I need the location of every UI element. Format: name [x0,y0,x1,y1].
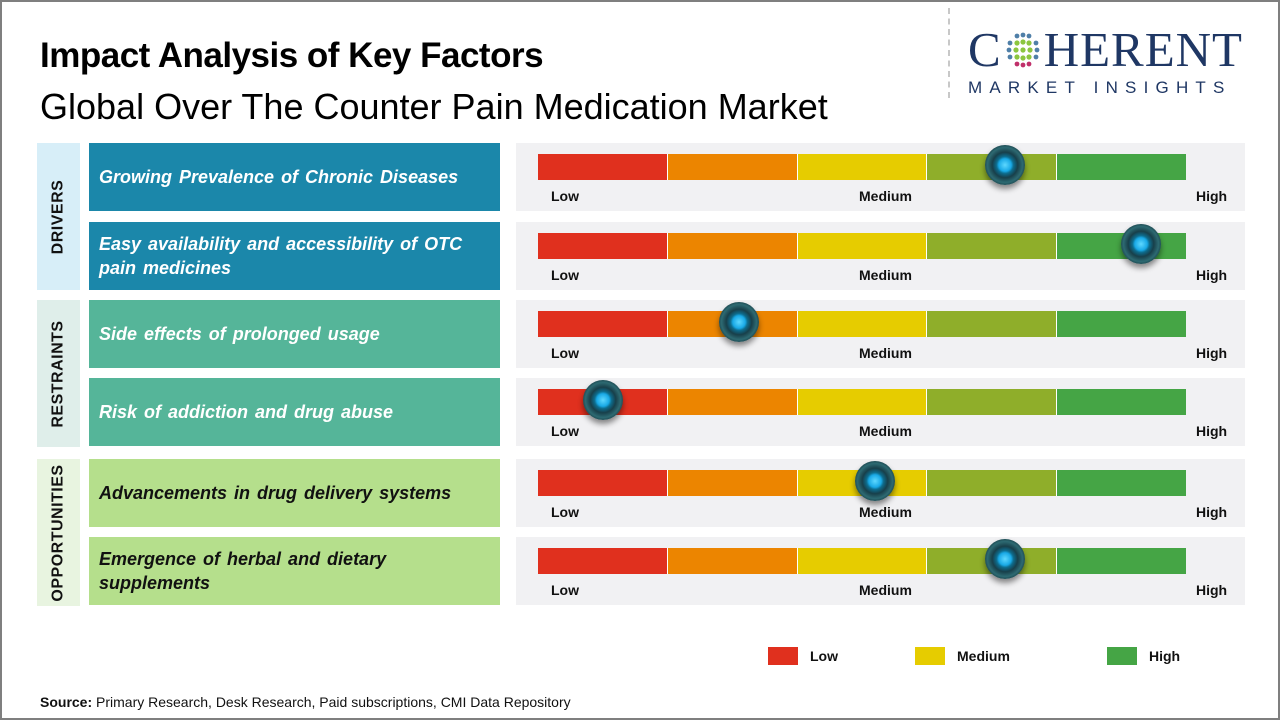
scale-label-high: High [1196,267,1228,283]
scale-segment-1 [538,470,668,496]
scale-segment-2 [667,233,798,259]
scale-segment-3 [797,311,928,337]
impact-scale-bar [538,233,1186,259]
impact-meter: Low Medium High [516,378,1245,446]
scale-segment-1 [538,154,668,180]
factor-label: Advancements in drug delivery systems [89,459,500,527]
scale-label-medium: Medium [859,267,912,283]
scale-segment-5 [1057,389,1186,415]
scale-segment-5 [1057,548,1186,574]
legend-item-medium: Medium [915,647,1010,665]
impact-meter: Low Medium High [516,143,1245,211]
scale-label-high: High [1196,423,1228,439]
scale-segment-2 [667,389,798,415]
impact-scale-bar [538,470,1186,496]
scale-segment-1 [538,233,668,259]
legend-swatch-medium [915,647,945,665]
impact-meter: Low Medium High [516,459,1245,527]
legend-item-high: High [1107,647,1180,665]
scale-segment-4 [927,311,1058,337]
logo-tagline: MARKET INSIGHTS [968,78,1232,97]
logo-letter-c: C [968,22,1002,77]
section-label-text: RESTRAINTS [49,319,67,428]
scale-segment-5 [1057,470,1186,496]
impact-meter: Low Medium High [516,537,1245,605]
section-label-restraints: RESTRAINTS [37,300,80,447]
scale-label-low: Low [551,504,579,520]
legend-label-low: Low [810,648,838,664]
impact-scale-bar [538,389,1186,415]
logo-word-rest: HERENT [1043,22,1243,77]
globe-dots-icon [1006,32,1040,68]
scale-label-high: High [1196,582,1228,598]
legend-item-low: Low [768,647,838,665]
factor-label: Emergence of herbal and dietary suppleme… [89,537,500,605]
scale-segment-1 [538,311,668,337]
scale-segment-3 [797,154,928,180]
scale-segment-4 [927,470,1058,496]
factor-label: Growing Prevalence of Chronic Diseases [89,143,500,211]
scale-label-high: High [1196,345,1228,361]
scale-label-low: Low [551,423,579,439]
source-note: Source: Primary Research, Desk Research,… [40,694,571,710]
scale-segment-3 [797,389,928,415]
impact-scale-bar [538,548,1186,574]
scale-label-low: Low [551,267,579,283]
scale-label-medium: Medium [859,188,912,204]
scale-label-medium: Medium [859,504,912,520]
section-label-text: DRIVERS [49,179,67,254]
source-text: Primary Research, Desk Research, Paid su… [92,694,571,710]
scale-label-high: High [1196,188,1228,204]
scale-label-low: Low [551,188,579,204]
scale-label-medium: Medium [859,423,912,439]
scale-segment-4 [927,389,1058,415]
header-divider [948,8,950,98]
factor-label: Side effects of prolonged usage [89,300,500,368]
section-label-text: OPPORTUNITIES [49,463,67,602]
scale-segment-4 [927,233,1058,259]
scale-label-high: High [1196,504,1228,520]
impact-scale-bar [538,311,1186,337]
factor-label: Risk of addiction and drug abuse [89,378,500,446]
impact-indicator-knob [984,539,1025,579]
impact-indicator-knob [854,461,895,501]
legend-label-medium: Medium [957,648,1010,664]
scale-segment-3 [797,548,928,574]
scale-label-low: Low [551,582,579,598]
impact-indicator-knob [582,380,623,420]
source-prefix: Source: [40,694,93,710]
legend-swatch-high [1107,647,1137,665]
scale-segment-2 [667,548,798,574]
company-logo: C HERENT MARKET INSIGHTS [968,22,1263,98]
scale-segment-3 [797,233,928,259]
scale-label-medium: Medium [859,582,912,598]
impact-indicator-knob [1120,224,1161,264]
factor-label: Easy availability and accessibility of O… [89,222,500,290]
impact-meter: Low Medium High [516,300,1245,368]
scale-label-medium: Medium [859,345,912,361]
legend-swatch-low [768,647,798,665]
impact-meter: Low Medium High [516,222,1245,290]
section-label-opportunities: OPPORTUNITIES [37,459,80,606]
scale-segment-1 [538,548,668,574]
scale-segment-2 [667,154,798,180]
scale-segment-5 [1057,311,1186,337]
page-subtitle: Global Over The Counter Pain Medication … [40,86,828,127]
scale-segment-2 [667,470,798,496]
impact-scale-bar [538,154,1186,180]
logo-wordmark: C HERENT [968,22,1263,77]
section-label-drivers: DRIVERS [37,143,80,290]
legend-label-high: High [1149,648,1181,664]
impact-indicator-knob [984,145,1025,185]
scale-label-low: Low [551,345,579,361]
page-title: Impact Analysis of Key Factors [40,36,544,75]
impact-indicator-knob [718,302,759,342]
scale-segment-5 [1057,154,1186,180]
